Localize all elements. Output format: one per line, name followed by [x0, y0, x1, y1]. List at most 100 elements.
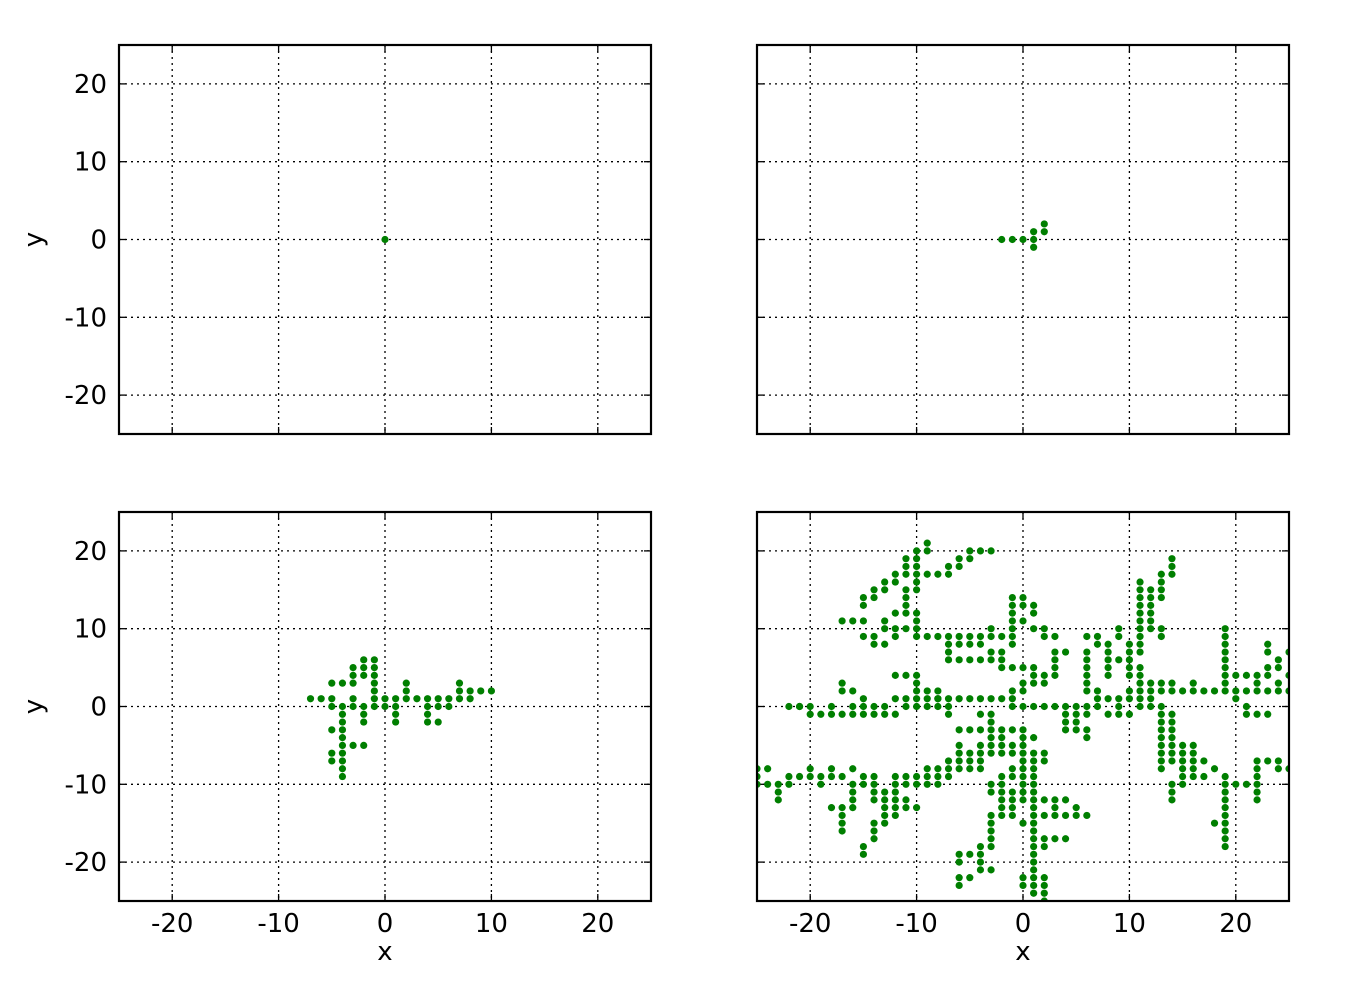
data-point	[998, 749, 1006, 757]
data-point	[1030, 664, 1038, 672]
data-point	[785, 780, 793, 788]
data-point	[1200, 757, 1208, 765]
data-point	[913, 687, 921, 695]
data-point	[360, 718, 368, 726]
data-point	[1051, 648, 1059, 656]
data-point	[306, 695, 315, 703]
data-point	[1040, 842, 1048, 851]
data-point	[1147, 679, 1155, 687]
data-point	[891, 578, 899, 586]
data-point	[944, 772, 953, 781]
data-point	[913, 570, 921, 578]
data-point	[1189, 765, 1197, 773]
data-point	[1136, 640, 1144, 648]
plot-frame	[117, 43, 653, 436]
data-point	[955, 695, 963, 703]
data-point	[1189, 757, 1197, 765]
data-point	[1157, 726, 1165, 734]
data-point	[1030, 819, 1038, 827]
data-point	[891, 671, 899, 679]
data-point	[902, 796, 910, 804]
data-point	[966, 749, 974, 757]
data-point	[360, 664, 368, 672]
data-point	[1104, 640, 1112, 648]
data-point	[1168, 749, 1176, 757]
data-point	[1030, 881, 1038, 890]
data-point	[849, 765, 857, 773]
data-point	[1264, 710, 1272, 718]
data-point	[934, 632, 942, 641]
data-point	[328, 749, 336, 757]
data-point	[1030, 243, 1038, 251]
x-tick-label: 10	[475, 909, 508, 939]
subplot-2	[755, 43, 1291, 436]
data-point	[1264, 640, 1272, 648]
data-point	[870, 593, 878, 602]
data-point	[923, 539, 931, 547]
data-point	[987, 819, 995, 827]
data-point	[955, 881, 963, 890]
data-point	[774, 780, 782, 788]
data-point	[1274, 679, 1282, 687]
data-point	[806, 710, 814, 718]
data-point	[923, 695, 931, 703]
data-point	[870, 586, 878, 594]
data-point	[1221, 671, 1229, 679]
scatter-series	[306, 656, 495, 781]
data-point	[902, 593, 910, 602]
data-point	[966, 695, 974, 703]
data-point	[1061, 702, 1070, 711]
data-point	[859, 842, 868, 851]
data-point	[955, 765, 963, 773]
data-point	[1104, 710, 1112, 718]
data-point	[827, 702, 836, 711]
data-point	[976, 710, 985, 718]
data-point	[955, 757, 963, 765]
data-point	[913, 562, 921, 571]
data-point	[1019, 765, 1027, 773]
data-point	[891, 625, 899, 633]
x-tick-label: 0	[377, 909, 394, 939]
data-point	[987, 718, 995, 726]
data-point	[1179, 772, 1187, 781]
data-point	[1157, 593, 1165, 602]
data-point	[1274, 664, 1282, 672]
data-point	[838, 617, 846, 625]
data-point	[1040, 632, 1048, 641]
data-point	[891, 811, 899, 820]
data-point	[1030, 866, 1038, 874]
data-point	[1019, 593, 1027, 602]
data-point	[1147, 601, 1155, 609]
data-point	[338, 772, 347, 781]
y-tick-label: 20	[74, 537, 107, 567]
data-point	[1008, 772, 1016, 781]
data-point	[1083, 811, 1091, 820]
data-point	[859, 601, 868, 609]
data-point	[1168, 687, 1176, 695]
data-point	[1072, 718, 1080, 726]
data-point	[1168, 780, 1176, 788]
data-point	[966, 874, 974, 882]
data-point	[434, 718, 442, 726]
data-point	[1104, 664, 1112, 672]
data-point	[1008, 796, 1016, 804]
data-point	[1221, 842, 1229, 851]
data-point	[870, 788, 878, 796]
data-point	[1221, 679, 1229, 687]
data-point	[1072, 710, 1080, 718]
data-point	[913, 804, 921, 812]
data-point	[1030, 835, 1038, 843]
data-point	[764, 765, 772, 773]
data-point	[923, 772, 931, 781]
data-point	[1147, 586, 1155, 594]
data-point	[955, 640, 963, 648]
data-point	[1008, 632, 1016, 641]
data-point	[360, 656, 368, 664]
subplot-3: -20 -10 0 10 20 -20 -10 0 10 20 x y	[19, 510, 653, 967]
data-point	[902, 609, 910, 617]
data-point	[838, 827, 846, 835]
data-point	[1253, 765, 1261, 773]
data-point	[1253, 780, 1261, 788]
data-point	[1030, 702, 1038, 711]
data-point	[338, 741, 347, 750]
